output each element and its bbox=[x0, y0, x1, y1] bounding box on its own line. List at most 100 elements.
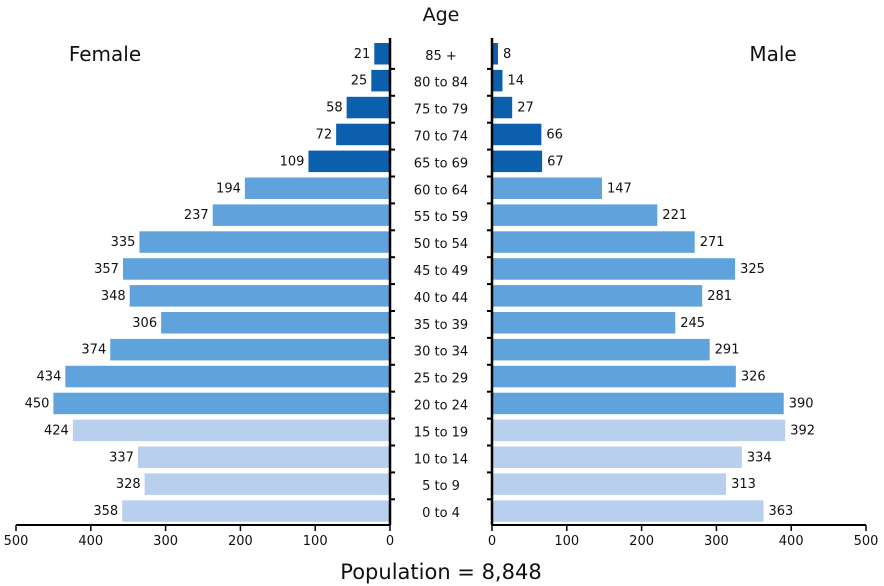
male-bar bbox=[492, 69, 503, 92]
female-bar bbox=[346, 96, 390, 119]
female-bar bbox=[122, 500, 390, 522]
male-value-label: 66 bbox=[546, 127, 563, 142]
male-x-tick-label: 100 bbox=[554, 534, 579, 549]
male-title: Male bbox=[749, 42, 796, 66]
female-value-label: 328 bbox=[116, 477, 141, 492]
female-bar bbox=[137, 446, 390, 468]
female-bar bbox=[53, 392, 391, 415]
female-bar bbox=[336, 123, 390, 146]
age-group-label: 20 to 24 bbox=[414, 398, 468, 413]
male-value-label: 27 bbox=[517, 101, 534, 116]
female-value-label: 357 bbox=[94, 262, 119, 277]
female-value-label: 306 bbox=[132, 316, 157, 331]
female-title: Female bbox=[69, 42, 141, 66]
bars-group: 21 8 25 14 58 27 72 66 109 67 194 147 237 221 335 271 35… bbox=[25, 43, 815, 522]
female-x-tick-label: 400 bbox=[78, 534, 103, 549]
male-value-label: 392 bbox=[790, 423, 815, 438]
age-group-label: 5 to 9 bbox=[422, 479, 460, 494]
male-value-label: 325 bbox=[740, 262, 765, 277]
male-bar bbox=[492, 204, 658, 226]
age-group-label: 80 to 84 bbox=[414, 76, 468, 91]
male-value-label: 390 bbox=[789, 396, 814, 411]
male-bar bbox=[492, 500, 764, 522]
female-bar bbox=[122, 258, 391, 280]
male-bar bbox=[492, 123, 542, 146]
male-bar bbox=[492, 312, 676, 334]
age-group-label: 45 to 49 bbox=[414, 264, 468, 279]
male-bar bbox=[492, 419, 786, 442]
age-group-label: 10 to 14 bbox=[414, 452, 468, 467]
male-bar bbox=[492, 258, 736, 280]
male-bar bbox=[492, 231, 695, 253]
female-value-label: 358 bbox=[93, 504, 118, 519]
male-x-tick-label: 200 bbox=[629, 534, 654, 549]
axes-group: 85 + 80 to 84 75 to 79 70 to 74 65 to 69 60 t… bbox=[4, 38, 879, 549]
female-bar bbox=[65, 365, 391, 388]
female-value-label: 237 bbox=[184, 208, 209, 223]
age-group-label: 60 to 64 bbox=[414, 183, 468, 198]
female-x-tick-label: 0 bbox=[386, 534, 394, 549]
age-group-label: 85 + bbox=[425, 49, 457, 64]
female-value-label: 335 bbox=[111, 235, 136, 250]
male-bar bbox=[492, 150, 543, 173]
male-bar bbox=[492, 473, 727, 495]
male-x-tick-label: 300 bbox=[704, 534, 729, 549]
male-bar bbox=[492, 338, 710, 361]
female-bar bbox=[144, 473, 390, 495]
female-value-label: 348 bbox=[101, 289, 126, 304]
age-group-label: 40 to 44 bbox=[414, 291, 468, 306]
male-bar bbox=[492, 446, 742, 468]
male-value-label: 271 bbox=[700, 235, 725, 250]
age-axis-title: Age bbox=[423, 4, 460, 26]
female-bar bbox=[244, 177, 390, 199]
female-bar bbox=[212, 204, 390, 226]
male-value-label: 221 bbox=[662, 208, 687, 223]
male-value-label: 363 bbox=[769, 504, 794, 519]
female-value-label: 72 bbox=[316, 127, 333, 142]
female-bar bbox=[129, 285, 391, 307]
female-value-label: 194 bbox=[216, 181, 241, 196]
male-value-label: 326 bbox=[741, 370, 766, 385]
female-bar bbox=[110, 338, 391, 361]
male-x-tick-label: 500 bbox=[854, 534, 879, 549]
age-group-label: 50 to 54 bbox=[414, 237, 468, 252]
female-bar bbox=[161, 312, 390, 334]
male-bar bbox=[492, 365, 736, 388]
male-bar bbox=[492, 177, 602, 199]
female-value-label: 25 bbox=[351, 74, 368, 89]
male-bar bbox=[492, 392, 784, 415]
female-bar bbox=[371, 69, 390, 92]
male-value-label: 245 bbox=[680, 316, 705, 331]
female-value-label: 337 bbox=[109, 450, 134, 465]
male-value-label: 334 bbox=[747, 450, 772, 465]
male-bar bbox=[492, 96, 513, 119]
female-x-tick-label: 500 bbox=[4, 534, 29, 549]
male-value-label: 313 bbox=[731, 477, 756, 492]
male-value-label: 291 bbox=[715, 343, 740, 358]
age-group-label: 30 to 34 bbox=[414, 345, 468, 360]
female-value-label: 434 bbox=[37, 370, 62, 385]
age-group-label: 75 to 79 bbox=[414, 103, 468, 118]
male-x-tick-label: 0 bbox=[488, 534, 496, 549]
female-x-tick-label: 200 bbox=[228, 534, 253, 549]
female-value-label: 450 bbox=[25, 396, 50, 411]
female-value-label: 21 bbox=[354, 47, 371, 62]
male-value-label: 147 bbox=[607, 181, 632, 196]
female-bar bbox=[139, 231, 390, 253]
female-x-tick-label: 300 bbox=[153, 534, 178, 549]
age-group-label: 65 to 69 bbox=[414, 156, 468, 171]
female-value-label: 109 bbox=[280, 154, 305, 169]
age-group-label: 70 to 74 bbox=[414, 129, 468, 144]
female-bar bbox=[308, 150, 390, 173]
age-group-label: 15 to 19 bbox=[414, 425, 468, 440]
female-value-label: 374 bbox=[81, 343, 106, 358]
female-value-label: 424 bbox=[44, 423, 69, 438]
male-value-label: 14 bbox=[507, 74, 524, 89]
female-bar bbox=[374, 43, 390, 65]
male-value-label: 8 bbox=[503, 47, 511, 62]
age-group-label: 35 to 39 bbox=[414, 318, 468, 333]
male-value-label: 67 bbox=[547, 154, 564, 169]
age-group-label: 25 to 29 bbox=[414, 372, 468, 387]
age-group-label: 55 to 59 bbox=[414, 210, 468, 225]
female-bar bbox=[72, 419, 391, 442]
